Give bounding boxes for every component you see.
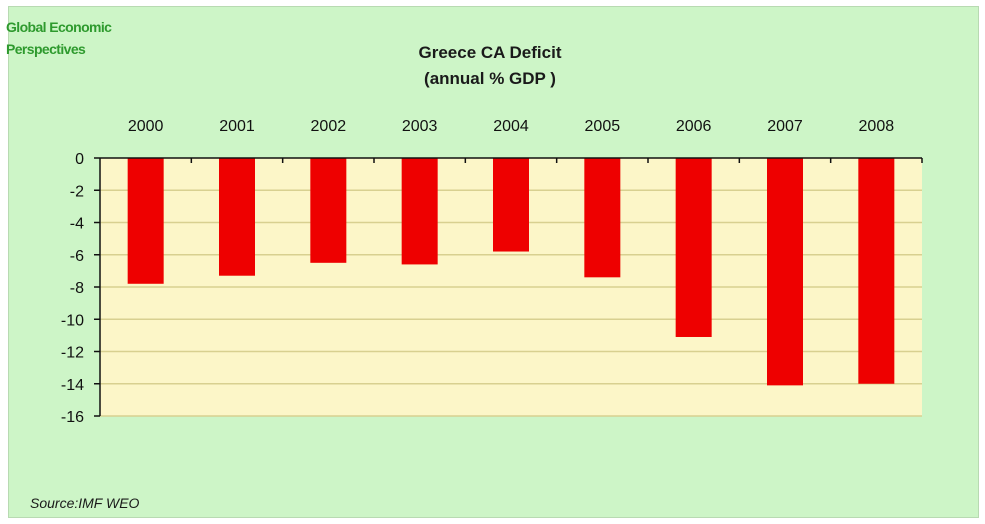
bar-2005 xyxy=(584,158,621,278)
source-note: Source:IMF WEO xyxy=(30,495,140,511)
x-tick-label: 2001 xyxy=(219,118,255,135)
y-tick-label: -6 xyxy=(70,248,84,265)
bar-2008 xyxy=(858,158,895,384)
y-tick-label: -2 xyxy=(70,183,84,200)
x-tick-label: 2003 xyxy=(402,118,438,135)
bar-2001 xyxy=(219,158,255,276)
bar-2007 xyxy=(767,158,803,386)
x-tick-label: 2000 xyxy=(128,118,164,135)
brand-logo: Global Economic Perspectives xyxy=(6,16,156,60)
y-tick-label: -8 xyxy=(70,280,84,297)
bar-2002 xyxy=(310,158,347,263)
bar-2006 xyxy=(675,158,712,337)
y-tick-label: -12 xyxy=(61,345,84,362)
chart-title: Greece CA Deficit xyxy=(418,43,562,62)
y-tick-label: -14 xyxy=(61,377,84,394)
y-tick-label: -10 xyxy=(61,312,84,329)
x-tick-label: 2008 xyxy=(859,118,895,135)
bar-2004 xyxy=(493,158,529,252)
y-tick-label: -4 xyxy=(70,216,84,233)
x-tick-label: 2005 xyxy=(585,118,621,135)
x-tick-label: 2004 xyxy=(493,118,529,135)
y-tick-label: 0 xyxy=(75,151,84,168)
chart-title-block: Greece CA Deficit (annual % GDP ) xyxy=(370,40,610,92)
chart-subtitle: (annual % GDP ) xyxy=(424,69,556,88)
x-tick-label: 2002 xyxy=(311,118,347,135)
y-tick-label: -16 xyxy=(61,409,84,426)
x-tick-label: 2006 xyxy=(676,118,712,135)
x-tick-label: 2007 xyxy=(767,118,803,135)
brand-line-1: Global Economic xyxy=(6,19,112,35)
bar-2003 xyxy=(401,158,438,265)
brand-line-2: Perspectives xyxy=(6,41,86,57)
bar-2000 xyxy=(127,158,164,284)
